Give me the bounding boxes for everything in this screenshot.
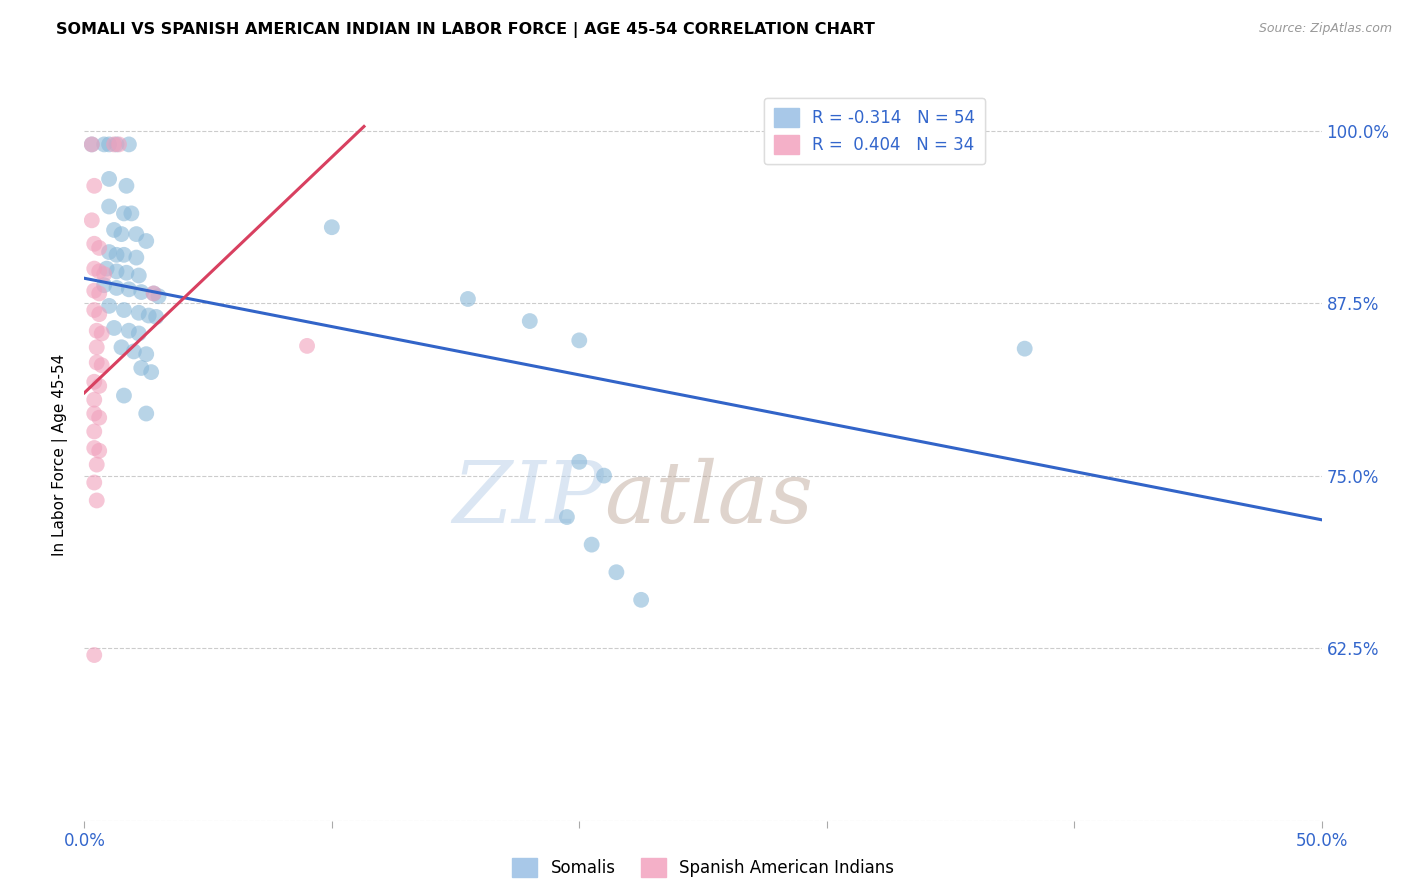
Point xyxy=(457,292,479,306)
Point xyxy=(105,264,128,278)
Point xyxy=(581,538,603,552)
Point xyxy=(112,206,135,220)
Point xyxy=(105,281,128,295)
Point xyxy=(83,236,105,251)
Point xyxy=(105,137,128,152)
Point xyxy=(519,314,541,328)
Point xyxy=(83,284,105,298)
Point xyxy=(112,388,135,402)
Point xyxy=(125,251,148,265)
Point xyxy=(86,458,108,472)
Point xyxy=(83,648,105,662)
Point xyxy=(142,286,165,301)
Point xyxy=(120,206,142,220)
Point xyxy=(80,213,103,227)
Point xyxy=(103,137,125,152)
Point xyxy=(86,324,108,338)
Point xyxy=(115,266,138,280)
Point xyxy=(93,137,115,152)
Point xyxy=(118,137,141,152)
Point xyxy=(98,245,121,260)
Point xyxy=(1014,342,1036,356)
Point xyxy=(80,137,103,152)
Point xyxy=(110,340,132,354)
Point xyxy=(142,286,165,301)
Point xyxy=(89,307,111,321)
Point xyxy=(103,321,125,335)
Legend: R = -0.314   N = 54, R =  0.404   N = 34: R = -0.314 N = 54, R = 0.404 N = 34 xyxy=(763,97,986,164)
Point xyxy=(128,306,150,320)
Point xyxy=(93,267,115,281)
Point xyxy=(83,425,105,439)
Point xyxy=(90,358,112,372)
Point xyxy=(80,137,103,152)
Y-axis label: In Labor Force | Age 45-54: In Labor Force | Age 45-54 xyxy=(52,354,69,556)
Point xyxy=(555,510,578,524)
Point xyxy=(110,227,132,241)
Point xyxy=(115,178,138,193)
Point xyxy=(90,326,112,341)
Text: ZIP: ZIP xyxy=(453,458,605,541)
Text: SOMALI VS SPANISH AMERICAN INDIAN IN LABOR FORCE | AGE 45-54 CORRELATION CHART: SOMALI VS SPANISH AMERICAN INDIAN IN LAB… xyxy=(56,22,875,38)
Point xyxy=(605,566,627,580)
Point xyxy=(630,592,652,607)
Point xyxy=(135,234,157,248)
Point xyxy=(105,248,128,262)
Point xyxy=(129,361,152,376)
Point xyxy=(86,355,108,369)
Point xyxy=(93,278,115,293)
Point xyxy=(89,286,111,301)
Point xyxy=(83,375,105,389)
Point xyxy=(98,172,121,186)
Point xyxy=(83,261,105,276)
Point xyxy=(122,344,145,359)
Point xyxy=(128,268,150,283)
Point xyxy=(135,407,157,421)
Point xyxy=(83,441,105,455)
Point xyxy=(138,309,160,323)
Point xyxy=(89,379,111,393)
Point xyxy=(593,468,616,483)
Point xyxy=(83,303,105,318)
Point xyxy=(83,392,105,407)
Point xyxy=(83,407,105,421)
Point xyxy=(108,137,131,152)
Point xyxy=(568,334,591,348)
Point xyxy=(321,220,343,235)
Text: atlas: atlas xyxy=(605,458,813,541)
Point xyxy=(128,326,150,341)
Point xyxy=(148,289,170,303)
Legend: Somalis, Spanish American Indians: Somalis, Spanish American Indians xyxy=(506,851,900,884)
Point xyxy=(145,310,167,324)
Point xyxy=(83,475,105,490)
Point xyxy=(129,285,152,299)
Point xyxy=(118,282,141,296)
Point xyxy=(89,241,111,255)
Point xyxy=(86,340,108,354)
Point xyxy=(89,443,111,458)
Point xyxy=(98,137,121,152)
Point xyxy=(141,365,163,379)
Text: Source: ZipAtlas.com: Source: ZipAtlas.com xyxy=(1258,22,1392,36)
Point xyxy=(103,223,125,237)
Point xyxy=(295,339,318,353)
Point xyxy=(96,261,118,276)
Point xyxy=(83,178,105,193)
Point xyxy=(135,347,157,361)
Point xyxy=(89,264,111,278)
Point xyxy=(118,324,141,338)
Point xyxy=(86,493,108,508)
Point xyxy=(98,299,121,313)
Point xyxy=(568,455,591,469)
Point xyxy=(112,248,135,262)
Point xyxy=(89,410,111,425)
Point xyxy=(125,227,148,241)
Point xyxy=(98,200,121,214)
Point xyxy=(112,303,135,318)
